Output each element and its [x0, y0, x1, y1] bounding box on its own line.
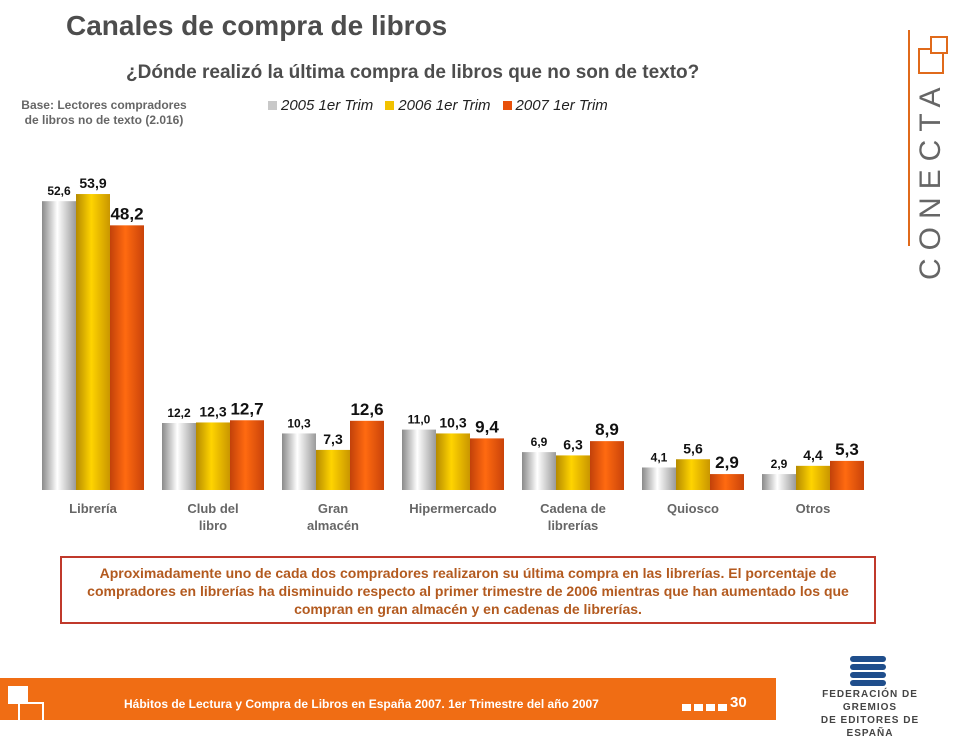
- data-label-7-series-2: 4,4: [803, 447, 823, 463]
- conecta-logo: CONECTA: [904, 30, 954, 280]
- legend-item-2005: 2005 1er Trim: [268, 97, 373, 114]
- federation-line1: FEDERACIÓN DE GREMIOS: [822, 689, 918, 713]
- chart-subtitle: ¿Dónde realizó la última compra de libro…: [126, 62, 700, 83]
- logo-square-small-icon: [930, 36, 948, 54]
- data-label-4-series-2: 10,3: [439, 414, 466, 430]
- page-number: 30: [730, 694, 747, 711]
- bar-1-series-1: [42, 201, 76, 491]
- bar-7-series-2: [796, 465, 830, 490]
- footer-square-icon: [8, 686, 28, 704]
- data-label-6-series-1: 4,1: [651, 450, 668, 464]
- legend-swatch-2006: [385, 101, 395, 110]
- data-label-5-series-1: 6,9: [531, 435, 548, 449]
- footer-bar: [0, 678, 776, 720]
- legend-item-2007: 2007 1er Trim: [502, 97, 608, 114]
- bar-5-series-2: [556, 455, 590, 490]
- page-title: Canales de compra de libros: [66, 10, 448, 41]
- bar-6-series-1: [642, 467, 676, 490]
- bar-4-series-3: [470, 438, 504, 490]
- category-label-7: Otros: [796, 501, 831, 516]
- bar-chart: 52,6 53,948,2 12,2 12,3 12,7 10,3 7,3 12,6 11,0 1…: [42, 175, 864, 533]
- category-label-6: Quiosco: [667, 501, 719, 516]
- base-note: Base: Lectores compradores de libros no …: [8, 98, 200, 128]
- footer-text: Hábitos de Lectura y Compra de Libros en…: [124, 697, 599, 711]
- bar-2-series-2: [196, 422, 230, 490]
- data-label-2-series-1: 12,2: [167, 406, 191, 420]
- legend-swatch-2005: [268, 101, 277, 110]
- category-label-4: Hipermercado: [409, 501, 496, 516]
- bar-2-series-1: [162, 423, 196, 490]
- data-label-3-series-3: 12,6: [350, 400, 383, 419]
- data-label-2-series-3: 12,7: [230, 399, 263, 418]
- data-label-6-series-2: 5,6: [683, 440, 703, 456]
- federation-text: FEDERACIÓN DE GREMIOS DE EDITORES DE ESP…: [800, 688, 940, 740]
- summary-note: Aproximadamente uno de cada dos comprado…: [60, 556, 876, 624]
- legend-swatch-2007: [502, 101, 512, 110]
- footer-outline-square-icon: [18, 702, 44, 722]
- data-label-7-series-3: 5,3: [835, 440, 859, 459]
- legend-label-2005: 2005 1er Trim: [281, 97, 374, 114]
- bar-3-series-3: [350, 420, 384, 490]
- federation-logo: FEDERACIÓN DE GREMIOS DE EDITORES DE ESP…: [800, 652, 940, 739]
- data-label-4-series-1: 11,0: [408, 413, 431, 427]
- bar-4-series-2: [436, 433, 470, 490]
- data-label-4-series-3: 9,4: [475, 417, 499, 436]
- data-label-7-series-1: 2,9: [771, 457, 788, 471]
- bar-1-series-3: [110, 225, 144, 490]
- data-label-3-series-2: 7,3: [323, 431, 343, 447]
- category-label-5: Cadena de librerías: [540, 501, 606, 533]
- legend-label-2006: 2006 1er Trim: [398, 97, 491, 114]
- data-label-6-series-3: 2,9: [715, 453, 739, 472]
- federation-line2: DE EDITORES DE ESPAÑA: [820, 715, 920, 739]
- federation-mark-icon: [850, 656, 886, 686]
- bar-4-series-1: [402, 429, 436, 490]
- bar-3-series-2: [316, 449, 350, 490]
- legend-item-2006: 2006 1er Trim: [385, 97, 491, 114]
- data-label-1-series-2: 53,9: [79, 175, 106, 191]
- logo-line: [908, 30, 910, 246]
- bar-5-series-1: [522, 452, 556, 490]
- bar-6-series-3: [710, 474, 744, 490]
- category-label-2: Club del libro: [187, 501, 238, 533]
- bar-5-series-3: [590, 441, 624, 490]
- data-label-3-series-1: 10,3: [287, 416, 311, 430]
- category-label-3: Gran almacén: [307, 501, 359, 533]
- bar-2-series-3: [230, 420, 264, 490]
- bar-3-series-1: [282, 433, 316, 490]
- data-label-1-series-3: 48,2: [110, 204, 143, 223]
- category-label-1: Librería: [69, 501, 117, 516]
- data-label-2-series-2: 12,3: [199, 403, 226, 419]
- chart-legend: 2005 1er Trim 2006 1er Trim 2007 1er Tri…: [268, 97, 608, 114]
- footer-dots-icon: [682, 704, 727, 711]
- bar-1-series-2: [76, 194, 110, 491]
- bar-7-series-1: [762, 474, 796, 490]
- base-note-line2: de libros no de texto (2.016): [24, 113, 184, 127]
- footer-logo-icon: [8, 686, 44, 722]
- data-label-1-series-1: 52,6: [47, 184, 71, 198]
- bar-7-series-3: [830, 460, 864, 490]
- legend-label-2007: 2007 1er Trim: [515, 97, 608, 114]
- data-label-5-series-3: 8,9: [595, 420, 619, 439]
- base-note-line1: Base: Lectores compradores: [21, 98, 187, 112]
- data-label-5-series-2: 6,3: [563, 436, 583, 452]
- bar-6-series-2: [676, 459, 710, 490]
